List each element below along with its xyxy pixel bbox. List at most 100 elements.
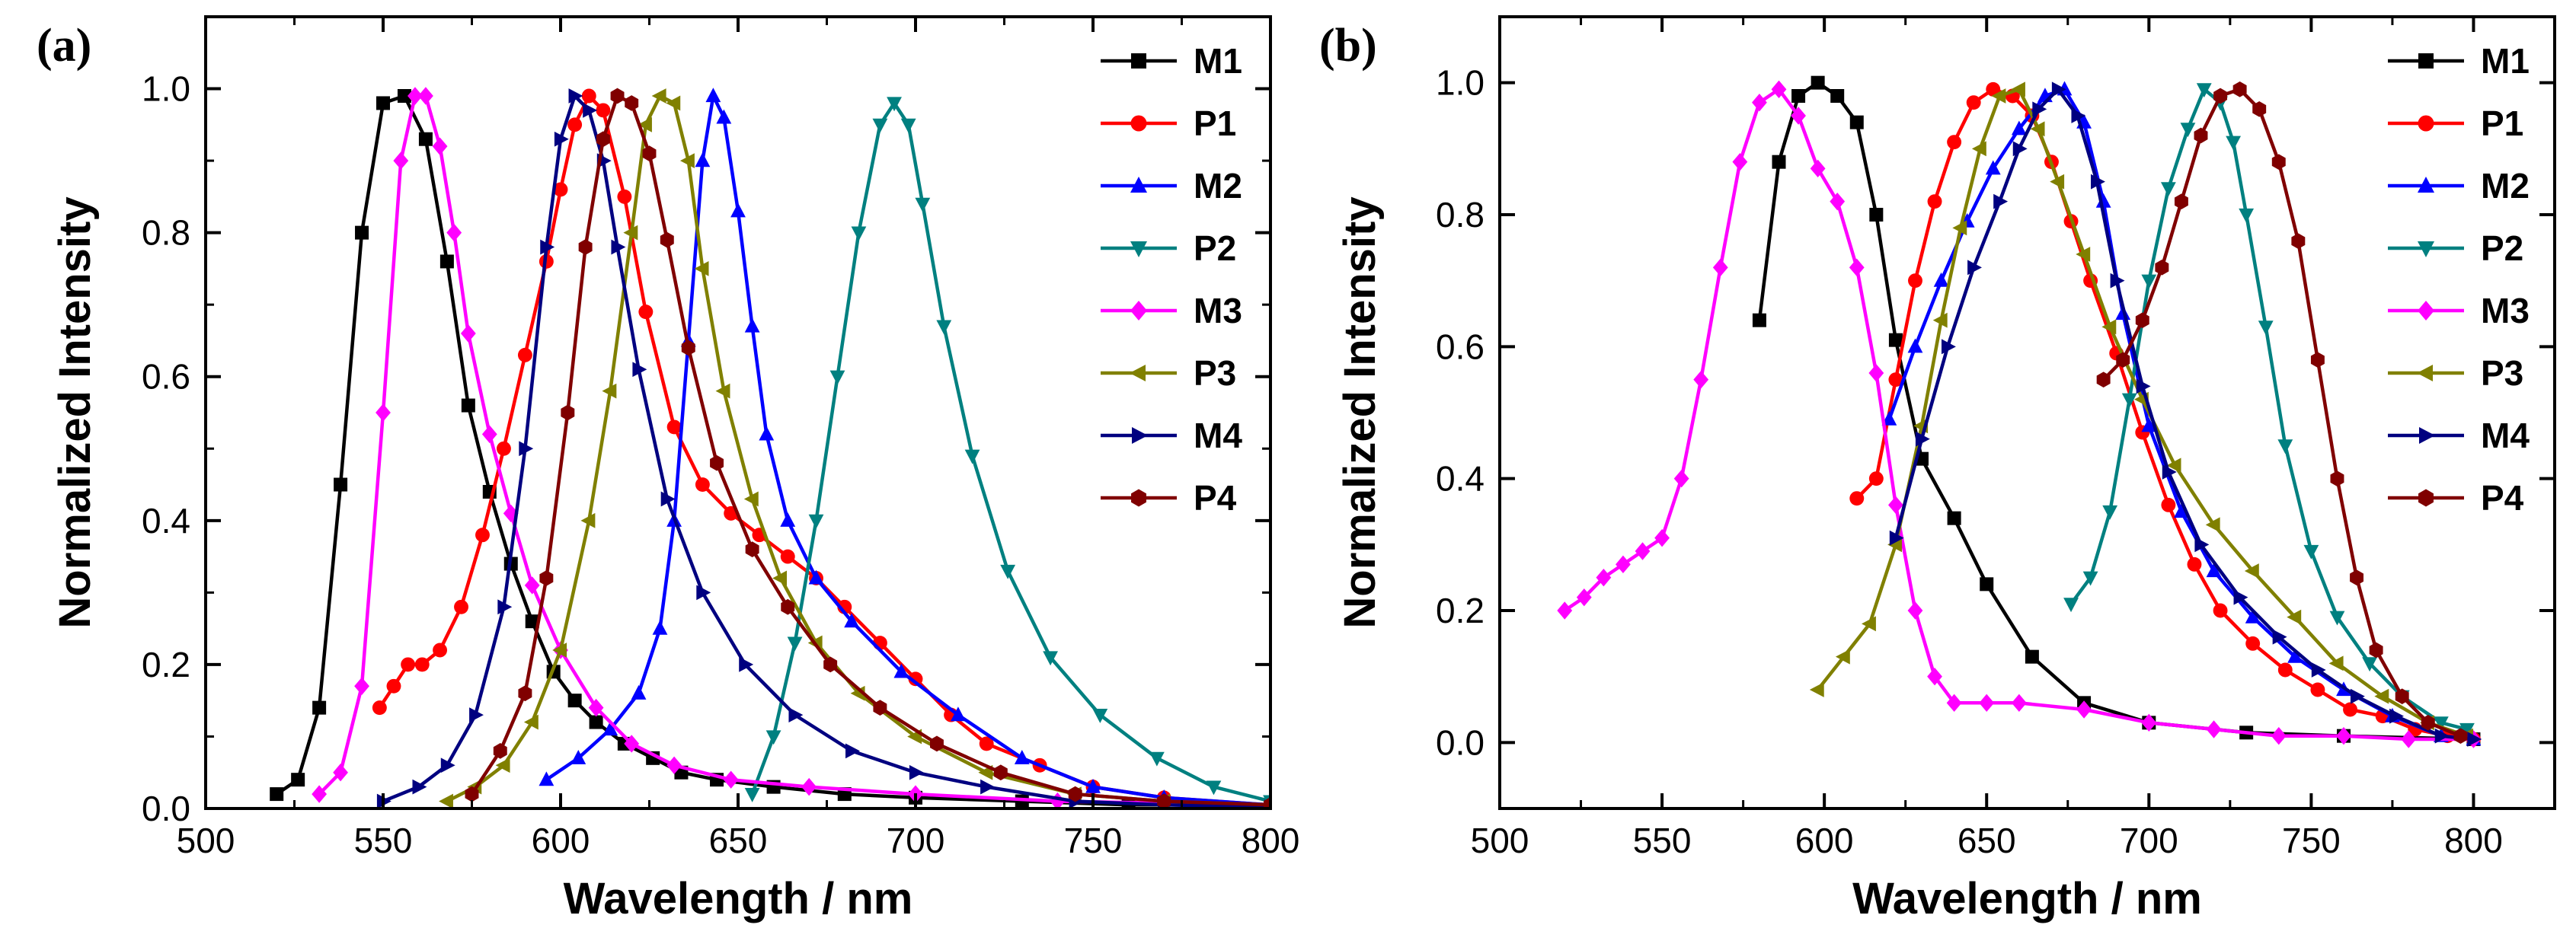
series-m3-point	[446, 223, 462, 242]
series-m4-point	[2136, 378, 2151, 394]
series-p1-point	[596, 103, 611, 118]
series-m4-point	[583, 103, 598, 118]
x-axis-title: Wavelength / nm	[1852, 874, 2202, 923]
series-p4-point	[929, 735, 944, 752]
series-m1-point	[334, 477, 348, 492]
series-m1-point	[418, 132, 433, 146]
series-m3-point	[1830, 192, 1846, 211]
series-p2-point	[851, 226, 867, 241]
series-m3-point	[354, 677, 369, 695]
series-m4-point	[519, 441, 534, 457]
series-m4-point	[632, 362, 647, 378]
y-tick-label: 0.4	[142, 501, 190, 541]
series-m4-point	[412, 779, 427, 795]
series-p3-point	[694, 261, 709, 276]
series-p3-point	[743, 491, 759, 507]
series-p3-point	[2205, 517, 2220, 533]
series-p4-point	[2421, 714, 2435, 731]
series-p4-point	[2174, 193, 2188, 210]
series-m2-point	[744, 317, 760, 333]
series-m4-point	[2012, 141, 2028, 157]
legend-label: M3	[2481, 291, 2530, 330]
series-m2-point	[631, 684, 647, 700]
series-m4-point	[2071, 108, 2086, 123]
x-tick-label: 550	[1633, 821, 1692, 860]
series-m3-line	[318, 94, 1270, 807]
series-m4-point	[696, 585, 711, 601]
series-p4-point	[642, 145, 657, 161]
series-m4-point	[1993, 193, 2009, 209]
y-tick-label: 0.8	[1436, 195, 1485, 234]
series-m3-point	[1616, 555, 1631, 574]
series-p2-point	[1000, 564, 1016, 579]
legend-marker	[1131, 489, 1146, 507]
series-m1-point	[589, 715, 603, 729]
series-p1-point	[695, 477, 710, 492]
x-tick-label: 500	[177, 821, 235, 860]
series-m2-line	[1887, 88, 2474, 741]
series-p2-point	[2160, 182, 2176, 197]
series-p4-point	[745, 541, 759, 557]
series-m3-point	[2011, 694, 2027, 713]
series-m3-point	[1791, 107, 1806, 125]
series-p1-point	[2245, 636, 2261, 651]
series-p4-point	[1068, 786, 1082, 802]
legend-item-p1: P1	[1101, 104, 1236, 143]
legend-marker	[2418, 53, 2434, 69]
y-tick-label: 0.6	[1436, 327, 1485, 366]
series-p4-point	[993, 764, 1008, 781]
series-m1-point	[567, 694, 582, 708]
legend-marker	[2418, 177, 2434, 193]
series-m1-point	[376, 96, 390, 110]
series-m3-point	[312, 785, 328, 803]
y-tick-label: 1.0	[1436, 63, 1485, 103]
series-m2-line	[545, 94, 1270, 807]
series-m3-point	[481, 425, 497, 444]
series-m1-point	[1869, 208, 1884, 222]
series-p3-point	[638, 116, 652, 132]
series-m1-point	[461, 398, 475, 413]
series-p1-point	[2343, 702, 2357, 717]
series-p4-point	[2291, 233, 2306, 250]
series-m2-point	[1085, 778, 1101, 793]
series-m3-point	[1654, 528, 1670, 547]
series-m4-point	[788, 707, 804, 722]
series-m4-point	[1915, 431, 1930, 447]
y-tick-label: 1.0	[142, 69, 190, 109]
series-p1-point	[908, 671, 923, 687]
series-m1-point	[397, 89, 411, 103]
series-p1-point	[567, 117, 583, 132]
legend-item-m3: M3	[2388, 291, 2530, 330]
legend-label: M1	[1194, 41, 1242, 81]
series-p3-point	[1809, 682, 1824, 697]
series-m2-point	[730, 203, 746, 218]
panel-b: 500 550 600 650 700 750 800 0.0 0.2 0.4 0.6 0.8 1.0 W…	[1319, 15, 2556, 923]
series-p4-point	[465, 786, 479, 802]
series-m3-line	[1563, 88, 2474, 741]
series-p4-point	[2369, 642, 2383, 659]
series-p4-point	[561, 404, 575, 421]
series-p2-point	[808, 514, 824, 529]
plot-area	[1557, 75, 2482, 748]
series-p3-point	[679, 153, 695, 168]
series-p2-point	[1043, 651, 1058, 666]
series-m3-point	[1771, 80, 1787, 99]
series-m3-point	[624, 735, 640, 753]
plot-area	[270, 87, 1270, 808]
legend-item-p4: P4	[2388, 478, 2524, 518]
series-p1-point	[2161, 497, 2176, 512]
series-m4-point	[2467, 732, 2482, 747]
legend-label: P2	[2481, 228, 2523, 268]
series-m4-point	[2194, 537, 2210, 553]
series-p4-point	[493, 743, 507, 759]
series-p2-point	[1206, 780, 1222, 796]
series-m1-point	[2025, 649, 2039, 664]
legend-label: P4	[1194, 478, 1237, 518]
series-p4-point	[873, 700, 887, 716]
series-p1-point	[1927, 194, 1942, 209]
series-m4-point	[2311, 662, 2326, 678]
series-p2-point	[900, 118, 916, 133]
legend-item-p3: P3	[1101, 353, 1236, 393]
series-m2-point	[2141, 417, 2157, 432]
series-p1-point	[553, 182, 568, 197]
